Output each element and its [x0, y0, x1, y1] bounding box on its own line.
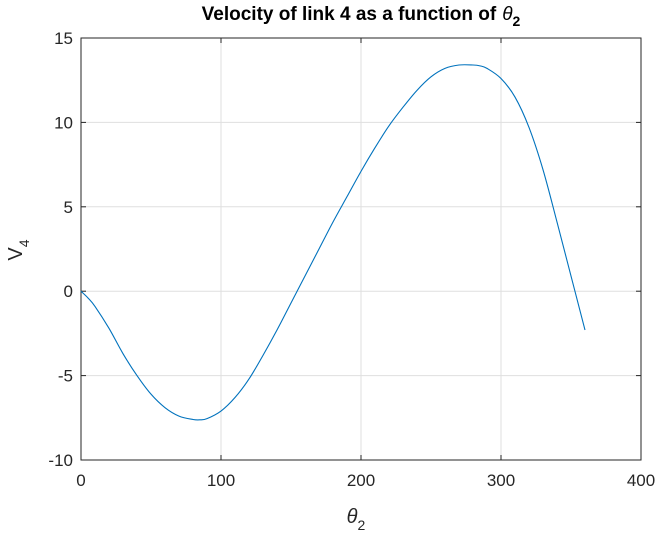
- x-tick-label: 0: [76, 471, 85, 490]
- y-tick-label: 5: [64, 198, 73, 217]
- chart-title-text: Velocity of link 4 as a function of: [202, 4, 497, 25]
- y-tick-label: 0: [64, 282, 73, 301]
- chart-title-symbol-sub: 2: [513, 13, 521, 29]
- y-tick-label: -5: [58, 367, 73, 386]
- chart-title-symbol: θ: [502, 4, 513, 25]
- y-axis-label: V4: [5, 239, 32, 260]
- grid-layer: [80, 37, 642, 461]
- x-axis-label-symbol: θ: [347, 506, 358, 528]
- x-axis-label-sub: 2: [358, 517, 366, 533]
- y-tick-label: -10: [48, 451, 73, 470]
- x-axis-label: θ2: [347, 506, 366, 533]
- x-tick-label: 300: [487, 471, 515, 490]
- y-axis-label-sub: 4: [16, 239, 32, 247]
- x-tick-label: 400: [627, 471, 655, 490]
- y-tick-label: 15: [54, 29, 73, 48]
- x-tick-label: 200: [347, 471, 375, 490]
- y-axis-label-main: V: [5, 247, 27, 261]
- y-tick-label: 10: [54, 113, 73, 132]
- series-line: [80, 64, 586, 421]
- chart-title: Velocity of link 4 as a function of θ2: [202, 4, 521, 29]
- tick-layer: 0 100 200 300 400 -10 -5 0 5 10 15: [48, 29, 655, 490]
- x-tick-label: 100: [207, 471, 235, 490]
